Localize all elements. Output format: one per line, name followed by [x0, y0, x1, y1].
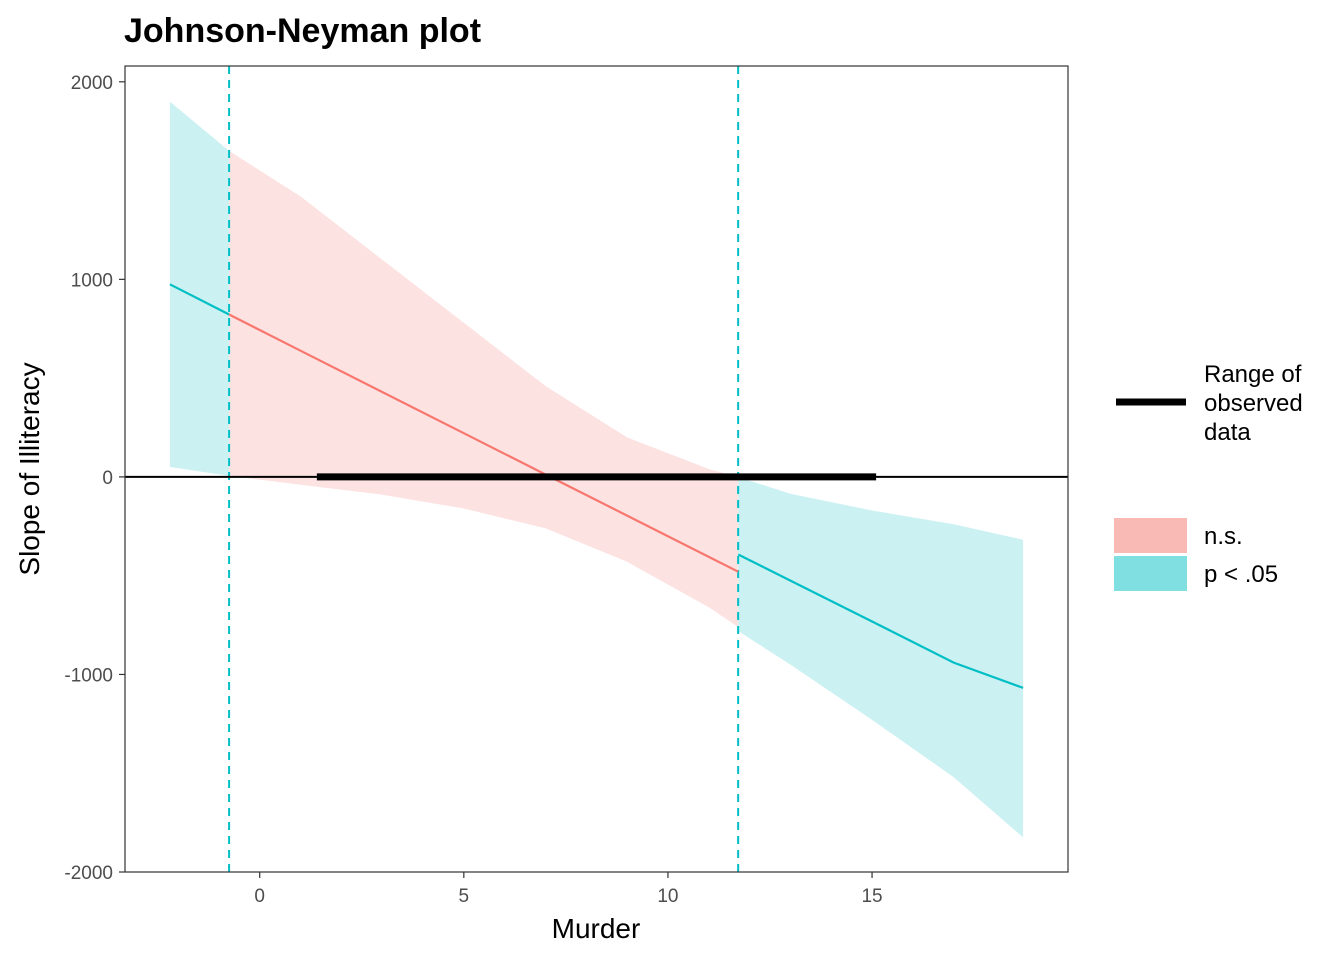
legend-key-significant — [1114, 556, 1187, 591]
y-tick-label-2: 0 — [102, 468, 113, 489]
slope-lines — [169, 283, 1024, 689]
confidence-band-significant-0 — [169, 101, 230, 476]
legend-label-ns: n.s. — [1204, 523, 1243, 550]
plot-panel-border — [124, 65, 1069, 873]
y-tick-label-0: 2000 — [71, 73, 113, 94]
x-tick-label-2: 10 — [657, 886, 678, 907]
slope-line-significant-0 — [169, 283, 230, 316]
legend-label-observed-range-line-0: Range of — [1204, 361, 1302, 388]
legend-label-significant: p < .05 — [1204, 561, 1278, 588]
y-axis-title: Slope of Illiteracy — [14, 362, 45, 575]
slope-line-ns-1 — [228, 313, 739, 573]
legend-label-observed-range-line-2: data — [1204, 419, 1251, 446]
chart-title: Johnson-Neyman plot — [124, 12, 481, 50]
y-tick-label-1: 1000 — [71, 270, 113, 291]
y-tick-label-3: -1000 — [64, 665, 113, 686]
x-axis-title: Murder — [552, 913, 641, 944]
slope-line-significant-2 — [737, 553, 1024, 689]
x-tick-label-3: 15 — [861, 886, 882, 907]
x-tick-label-1: 5 — [459, 886, 470, 907]
confidence-band-significant-2 — [738, 477, 1024, 838]
x-tick-label-0: 0 — [254, 886, 265, 907]
y-tick-label-4: -2000 — [64, 863, 113, 884]
legend-label-observed-range-line-1: observed — [1204, 390, 1303, 417]
axes: 0 5 10 15 2000 1000 0 -1000 -2000 — [64, 73, 882, 907]
legend-key-ns — [1114, 518, 1187, 553]
